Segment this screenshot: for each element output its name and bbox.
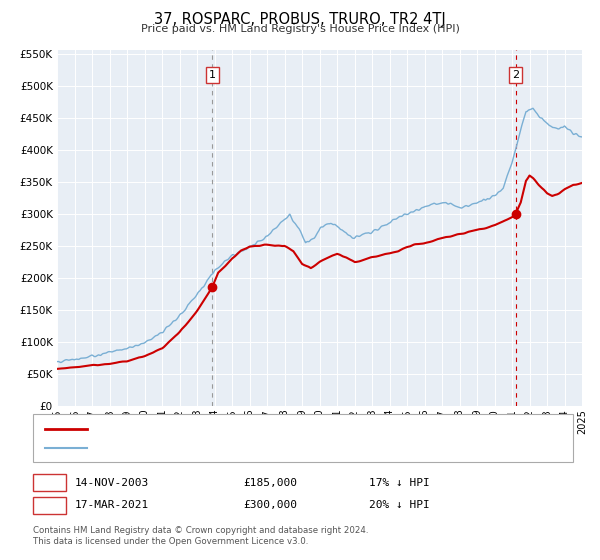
Text: £185,000: £185,000	[243, 478, 297, 488]
Text: 1: 1	[209, 70, 216, 80]
Text: 37, ROSPARC, PROBUS, TRURO, TR2 4TJ (detached house): 37, ROSPARC, PROBUS, TRURO, TR2 4TJ (det…	[93, 424, 418, 433]
Text: HPI: Average price, detached house, Cornwall: HPI: Average price, detached house, Corn…	[93, 443, 368, 452]
Text: 2: 2	[512, 70, 519, 80]
Text: 1: 1	[46, 476, 53, 489]
Text: 20% ↓ HPI: 20% ↓ HPI	[369, 500, 430, 510]
Text: Contains HM Land Registry data © Crown copyright and database right 2024.
This d: Contains HM Land Registry data © Crown c…	[33, 526, 368, 546]
Text: Price paid vs. HM Land Registry's House Price Index (HPI): Price paid vs. HM Land Registry's House …	[140, 24, 460, 34]
Text: 17-MAR-2021: 17-MAR-2021	[75, 500, 149, 510]
Text: 17% ↓ HPI: 17% ↓ HPI	[369, 478, 430, 488]
Text: £300,000: £300,000	[243, 500, 297, 510]
Text: 37, ROSPARC, PROBUS, TRURO, TR2 4TJ: 37, ROSPARC, PROBUS, TRURO, TR2 4TJ	[154, 12, 446, 27]
Text: 14-NOV-2003: 14-NOV-2003	[75, 478, 149, 488]
Text: 2: 2	[46, 498, 53, 512]
